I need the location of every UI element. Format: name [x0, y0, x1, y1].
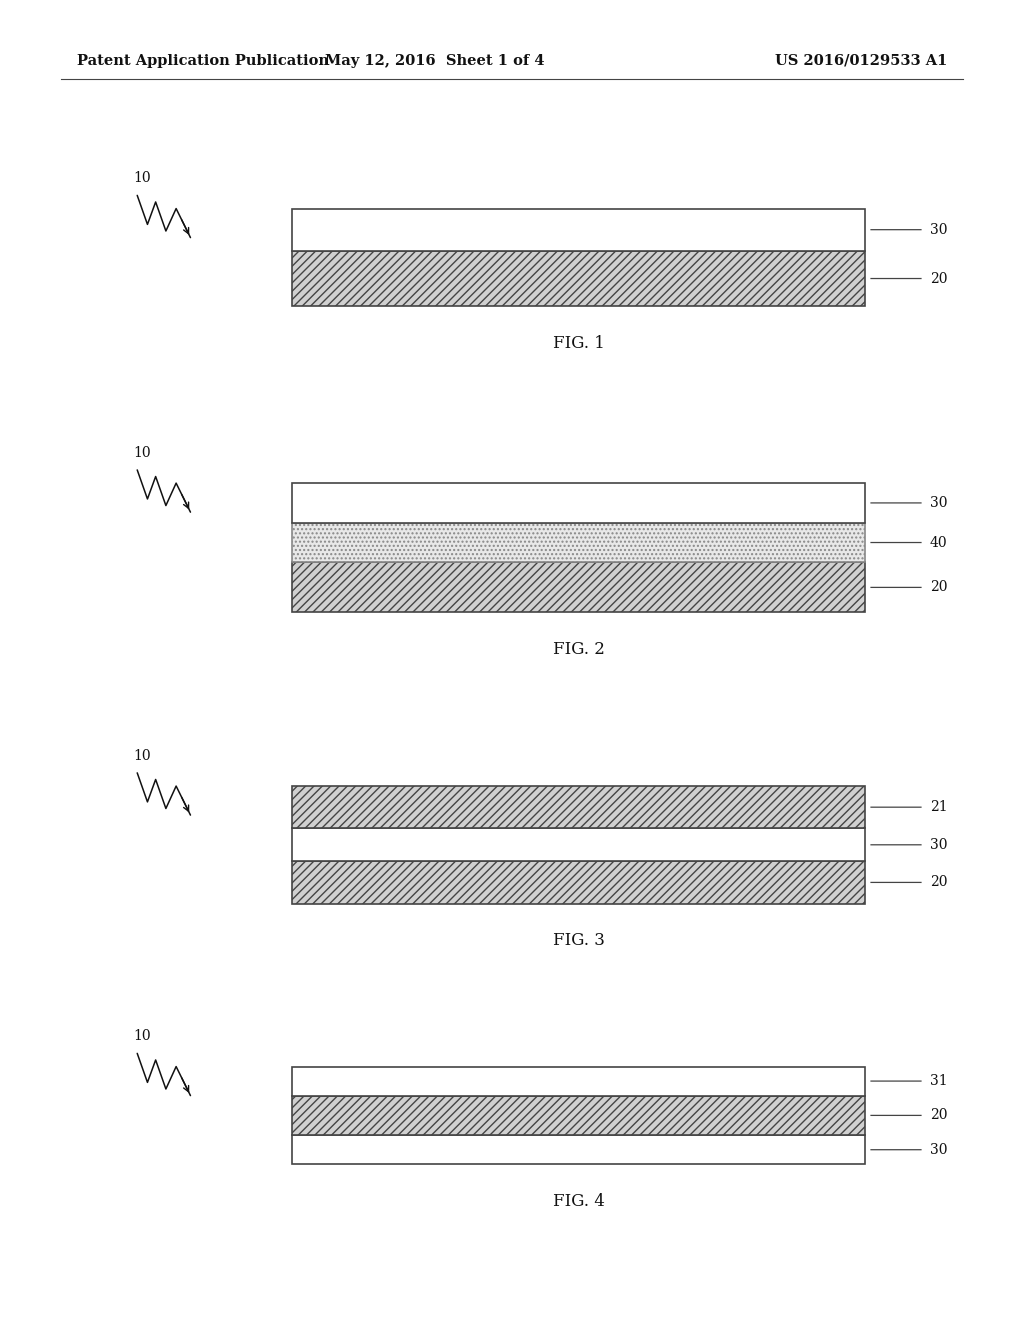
Text: 40: 40	[930, 536, 947, 549]
Text: 30: 30	[930, 223, 947, 236]
Text: US 2016/0129533 A1: US 2016/0129533 A1	[775, 54, 947, 67]
Text: 10: 10	[133, 1030, 151, 1043]
Text: 30: 30	[930, 496, 947, 510]
Text: 20: 20	[930, 581, 947, 594]
Bar	[292, 562, 865, 612]
Text: May 12, 2016  Sheet 1 of 4: May 12, 2016 Sheet 1 of 4	[326, 54, 545, 67]
Text: 21: 21	[930, 800, 947, 814]
Text: 31: 31	[930, 1074, 947, 1088]
Bar	[292, 1067, 865, 1096]
Bar	[292, 523, 865, 562]
Bar	[292, 483, 865, 523]
Text: FIG. 3: FIG. 3	[553, 932, 604, 949]
Text: 20: 20	[930, 272, 947, 285]
Bar	[292, 209, 865, 251]
Text: 30: 30	[930, 1143, 947, 1156]
Text: FIG. 4: FIG. 4	[553, 1193, 604, 1209]
Bar	[292, 785, 865, 829]
Text: Patent Application Publication: Patent Application Publication	[77, 54, 329, 67]
Text: 10: 10	[133, 446, 151, 459]
Text: 10: 10	[133, 172, 151, 185]
Bar	[292, 1135, 865, 1164]
Text: FIG. 1: FIG. 1	[553, 335, 604, 351]
Text: 20: 20	[930, 875, 947, 890]
Text: 30: 30	[930, 838, 947, 851]
Bar	[292, 1096, 865, 1135]
Bar	[292, 829, 865, 861]
Bar	[292, 251, 865, 306]
Text: 20: 20	[930, 1109, 947, 1122]
Text: 10: 10	[133, 748, 151, 763]
Bar	[292, 861, 865, 903]
Text: FIG. 2: FIG. 2	[553, 642, 604, 657]
